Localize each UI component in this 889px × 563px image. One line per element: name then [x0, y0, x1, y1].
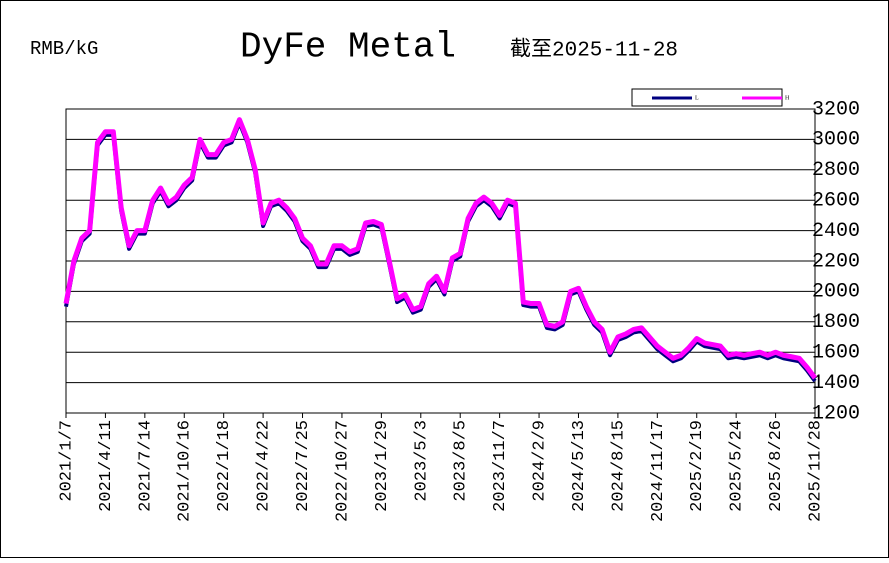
x-tick-label: 2023/11/7 [491, 420, 510, 512]
x-tick-label: 2022/10/27 [333, 420, 352, 522]
x-tick-label: 2024/5/13 [570, 420, 589, 512]
y-tick-label: 1600 [812, 341, 860, 364]
x-tick-label: 2025/11/28 [806, 420, 825, 522]
y-tick-label: 2800 [812, 159, 860, 182]
x-tick-label: 2022/7/25 [294, 420, 313, 512]
chart-subtitle: 截至2025-11-28 [510, 38, 678, 63]
y-tick-label: 2000 [812, 281, 860, 304]
series-line [63, 117, 818, 380]
x-tick-label: 2023/1/29 [373, 420, 392, 512]
y-tick-label: 1400 [812, 372, 860, 395]
x-tick-label: 2024/2/9 [531, 420, 550, 502]
y-tick-label: 2400 [812, 220, 860, 243]
x-tick-label: 2023/5/3 [412, 420, 431, 502]
x-tick-label: 2021/7/14 [136, 420, 155, 512]
x-tick-label: 2023/8/5 [452, 420, 471, 502]
y-tick-label: 3200 [812, 98, 860, 121]
y-axis-label: RMB/kG [30, 38, 98, 60]
y-tick-label: 1800 [812, 311, 860, 334]
legend-label: L [695, 95, 699, 101]
y-tick-label: 2600 [812, 189, 860, 212]
x-tick-label: 2021/10/16 [176, 420, 195, 522]
x-tick-label: 2022/1/18 [215, 420, 234, 512]
x-tick-label: 2024/8/15 [609, 420, 628, 512]
x-tick-label: 2021/4/11 [97, 420, 116, 512]
x-tick-label: 2025/2/19 [688, 420, 707, 512]
chart-title: DyFe Metal [240, 27, 456, 68]
y-tick-label: 3000 [812, 129, 860, 152]
x-tick-label: 2025/8/26 [767, 420, 786, 512]
x-tick-label: 2025/5/24 [728, 420, 747, 512]
x-tick-label: 2024/11/17 [649, 420, 668, 522]
x-tick-label: 2021/1/7 [57, 420, 76, 502]
legend-label: H [785, 95, 790, 101]
y-tick-label: 1200 [812, 402, 860, 425]
x-tick-label: 2022/4/22 [255, 420, 274, 512]
y-tick-label: 2200 [812, 250, 860, 273]
